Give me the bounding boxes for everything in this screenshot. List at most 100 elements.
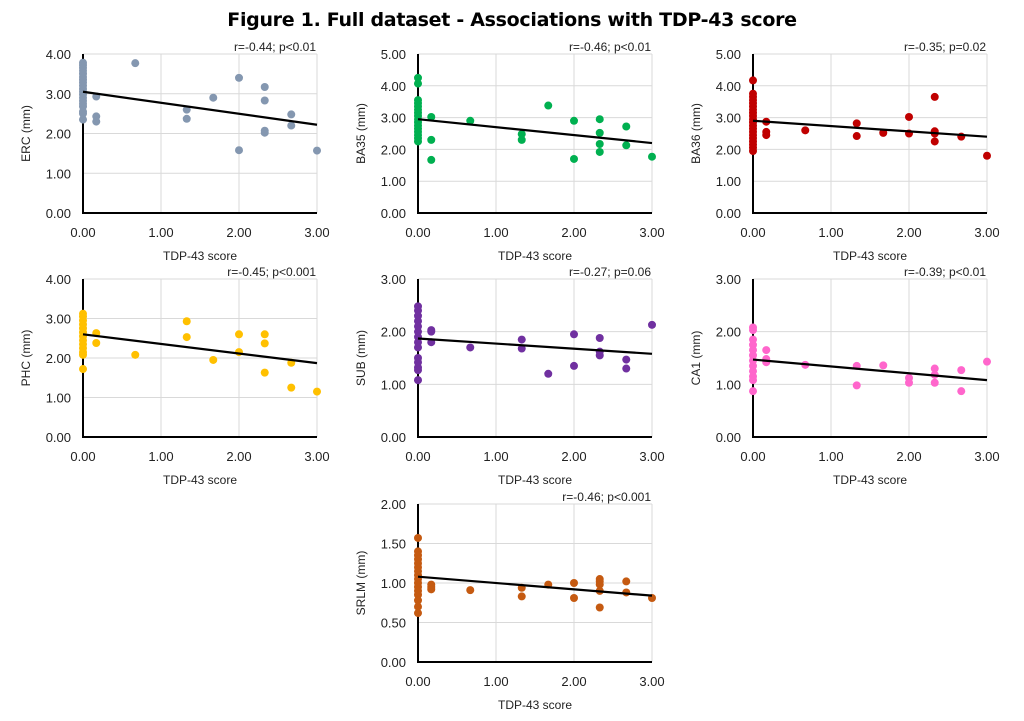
x-axis-title: TDP-43 score [833,473,907,487]
y-tick-label: 0.00 [46,206,71,221]
y-tick-label: 1.00 [381,576,406,591]
data-point [287,121,296,130]
x-tick-label: 1.00 [483,674,508,689]
y-tick-label: 0.50 [381,616,406,631]
data-point [517,130,526,139]
data-point [622,141,631,150]
data-point [79,365,87,374]
correlation-annotation: r=-0.46; p<0.001 [562,490,651,504]
y-axis-title: BA35 (mm) [354,103,368,164]
data-point [930,92,939,101]
data-point [570,579,578,587]
data-point [414,366,422,375]
chart-panel-3: 0.00 1.00 2.00 3.00 4.00 5.00 0.00 1.00 2.00 3.00… [689,40,1000,263]
y-tick-label: 1.00 [716,174,741,189]
y-tick-label: 2.00 [46,351,71,366]
y-tick-label: 3.00 [716,111,741,126]
x-tick-label: 1.00 [483,449,508,464]
correlation-annotation: r=-0.35; p=0.02 [904,40,986,54]
data-point [131,350,140,359]
data-point [622,355,631,364]
data-point [595,603,604,612]
data-point [260,82,269,91]
y-tick-label: 5.00 [381,47,406,62]
x-tick-label: 0.00 [70,225,95,240]
y-axis-title: BA36 (mm) [689,103,703,164]
data-point [879,361,888,370]
data-point [905,112,913,121]
y-tick-label: 1.00 [716,377,741,392]
y-tick-label: 3.00 [46,312,71,327]
x-tick-label: 0.00 [405,225,430,240]
y-tick-label: 4.00 [381,79,406,94]
data-point [930,137,939,146]
x-tick-label: 0.00 [70,449,95,464]
x-tick-label: 1.00 [483,225,508,240]
x-tick-label: 1.00 [148,449,173,464]
data-point [414,609,422,618]
data-point [762,131,771,140]
data-point [260,128,269,137]
data-point [517,344,526,353]
data-point [427,585,436,594]
data-point [749,146,757,155]
y-tick-label: 0.00 [716,206,741,221]
data-point [260,368,269,377]
x-tick-label: 0.00 [405,674,430,689]
y-axis-title: ERC (mm) [19,105,33,162]
data-point [427,112,436,121]
data-point [313,387,321,396]
y-tick-label: 1.50 [381,537,406,552]
y-tick-label: 5.00 [716,47,741,62]
data-point [79,115,87,124]
x-tick-label: 1.00 [818,449,843,464]
data-point [595,580,604,589]
x-tick-label: 0.00 [740,449,765,464]
y-axis-title: SUB (mm) [354,330,368,386]
data-point [648,152,656,161]
trendline [82,90,318,126]
y-axis-title: PHC (mm) [19,330,33,387]
data-point [414,533,422,542]
correlation-annotation: r=-0.27; p=0.06 [569,265,651,279]
x-tick-label: 3.00 [639,225,664,240]
y-tick-label: 1.00 [46,391,71,406]
data-point [414,73,422,82]
data-point [427,155,436,164]
data-point [79,350,87,359]
data-point [595,147,604,156]
y-tick-label: 4.00 [46,47,71,62]
y-tick-label: 1.00 [46,166,71,181]
data-point [749,76,757,85]
x-tick-label: 0.00 [740,225,765,240]
y-tick-label: 2.00 [381,142,406,157]
data-point [414,590,422,599]
data-point [930,364,939,373]
data-point [622,577,631,586]
data-point [414,79,422,88]
chart-panel-6: 0.00 1.00 2.00 3.00 0.00 1.00 2.00 3.00 TDP-43 s… [689,265,1000,487]
x-tick-label: 3.00 [304,449,329,464]
data-point [957,387,966,396]
y-axis-title: CA1 (mm) [689,331,703,386]
y-tick-label: 1.00 [381,174,406,189]
data-point [544,101,553,110]
data-point [595,115,604,124]
trendline [417,337,653,355]
data-point [182,317,191,326]
trendline [417,575,653,597]
y-axis-title: SRLM (mm) [354,551,368,616]
x-tick-label: 2.00 [226,449,251,464]
data-point [92,338,101,347]
chart-panel-4: 0.00 1.00 2.00 3.00 4.00 0.00 1.00 2.00 3.00 TDP-… [19,265,330,487]
data-point [595,139,604,148]
x-tick-label: 1.00 [148,225,173,240]
y-tick-label: 2.00 [381,325,406,340]
x-tick-label: 0.00 [405,449,430,464]
data-point [957,366,966,375]
data-point [570,594,578,603]
data-point [749,376,757,385]
x-tick-label: 3.00 [639,674,664,689]
data-point [570,330,578,339]
